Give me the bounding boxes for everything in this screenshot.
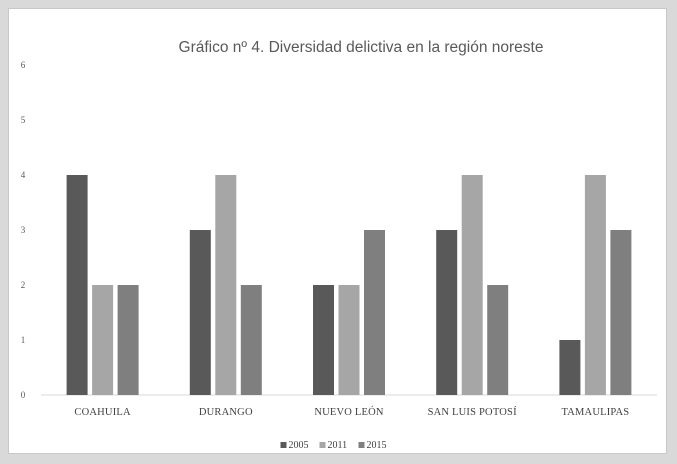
bar-2015 <box>610 230 632 395</box>
category-label: TAMAULIPAS <box>561 407 629 418</box>
category-label: COAHUILA <box>74 407 131 418</box>
category-label: DURANGO <box>199 407 253 418</box>
y-tick-label: 0 <box>21 390 26 400</box>
legend-label-2011: 2011 <box>328 440 348 451</box>
y-tick-label: 2 <box>21 280 26 290</box>
bar-2005 <box>313 285 334 395</box>
chart-title: Gráfico nº 4. Diversidad delictiva en la… <box>179 39 544 56</box>
legend-label-2005: 2005 <box>289 440 309 451</box>
legend-swatch-2015 <box>358 442 365 448</box>
bar-2015 <box>487 285 509 395</box>
legend-swatch-2011 <box>319 442 326 448</box>
bar-2015 <box>117 285 139 395</box>
legend-swatch-2005 <box>280 442 287 448</box>
bar-2005 <box>66 175 88 395</box>
y-axis-ticks: 0 1 2 3 4 5 6 <box>21 60 26 400</box>
y-tick-label: 6 <box>21 60 26 70</box>
bar-2011 <box>215 175 237 395</box>
y-tick-label: 1 <box>21 335 26 345</box>
category-label: NUEVO LEÓN <box>314 406 384 418</box>
bars-group <box>66 175 632 395</box>
bar-chart: Gráfico nº 4. Diversidad delictiva en la… <box>21 39 657 451</box>
bar-2005 <box>559 340 581 395</box>
bar-2011 <box>584 175 606 395</box>
bar-2011 <box>338 285 360 395</box>
bar-2011 <box>92 285 114 395</box>
y-tick-label: 4 <box>21 170 26 180</box>
y-tick-label: 5 <box>21 115 26 125</box>
legend: 2005 2011 2015 <box>280 440 387 451</box>
legend-label-2015: 2015 <box>367 440 387 451</box>
bar-2015 <box>240 285 262 395</box>
bar-2011 <box>461 175 483 395</box>
bar-2005 <box>189 230 211 395</box>
bar-2005 <box>436 230 458 395</box>
chart-frame: Gráfico nº 4. Diversidad delictiva en la… <box>8 8 667 454</box>
y-tick-label: 3 <box>21 225 26 235</box>
category-labels: COAHUILA DURANGO NUEVO LEÓN SAN LUIS POTOSÍ… <box>74 406 629 418</box>
category-label: SAN LUIS POTOSÍ <box>428 406 517 418</box>
bar-2015 <box>364 230 385 395</box>
